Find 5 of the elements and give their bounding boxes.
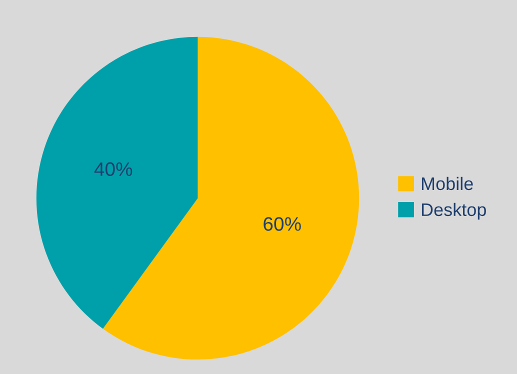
legend-label: Mobile [422, 176, 473, 190]
legend-label: Desktop [422, 202, 486, 220]
data-label: 40% [94, 162, 132, 176]
pie-slice [36, 36, 198, 329]
data-label: 60% [264, 217, 301, 231]
